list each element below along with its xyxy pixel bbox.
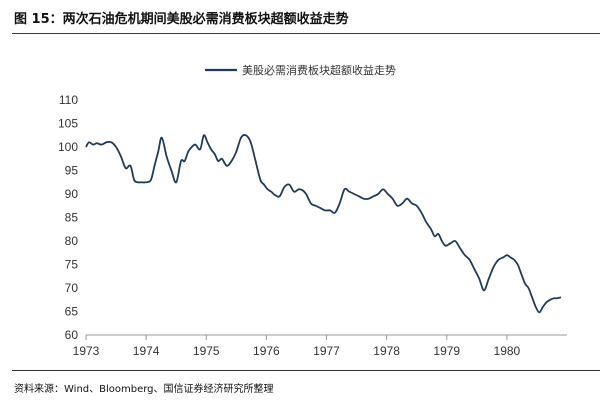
- y-tick-label: 85: [65, 211, 79, 225]
- chart-legend: 美股必需消费板块超额收益走势: [205, 63, 396, 77]
- title-rule: [12, 33, 600, 34]
- x-tick-label: 1977: [313, 344, 340, 358]
- x-axis-ticks: 1973 1974 1975 1976 1977 1978 1979 1980: [73, 335, 521, 358]
- y-tick-label: 60: [65, 328, 79, 342]
- y-tick-label: 80: [65, 234, 79, 248]
- y-tick-label: 105: [58, 117, 78, 131]
- y-tick-label: 75: [65, 258, 79, 272]
- x-tick-label: 1973: [73, 344, 100, 358]
- x-tick-label: 1975: [193, 344, 220, 358]
- x-tick-label: 1974: [133, 344, 160, 358]
- y-tick-label: 95: [65, 164, 79, 178]
- legend-label: 美股必需消费板块超额收益走势: [242, 63, 396, 77]
- series-line: [85, 134, 562, 314]
- y-tick-label: 70: [65, 281, 79, 295]
- line-chart: 美股必需消费板块超额收益走势 110 105 100 95 90 85 80 75 70 65 60…: [58, 63, 567, 358]
- figure-title: 图 15：两次石油危机期间美股必需消费板块超额收益走势: [14, 12, 349, 27]
- source-note: 资料来源：Wind、Bloomberg、国信证券经济研究所整理: [14, 384, 274, 395]
- y-tick-label: 100: [58, 140, 78, 154]
- x-tick-label: 1976: [253, 344, 280, 358]
- x-tick-label: 1979: [433, 344, 460, 358]
- y-axis-ticks: 110 105 100 95 90 85 80 75 70 65 60: [58, 93, 78, 342]
- footer-rule: [12, 370, 600, 371]
- y-tick-label: 90: [65, 187, 79, 201]
- y-tick-label: 110: [59, 93, 78, 107]
- y-tick-label: 65: [65, 305, 79, 319]
- x-tick-label: 1980: [494, 344, 521, 358]
- x-tick-label: 1978: [373, 344, 400, 358]
